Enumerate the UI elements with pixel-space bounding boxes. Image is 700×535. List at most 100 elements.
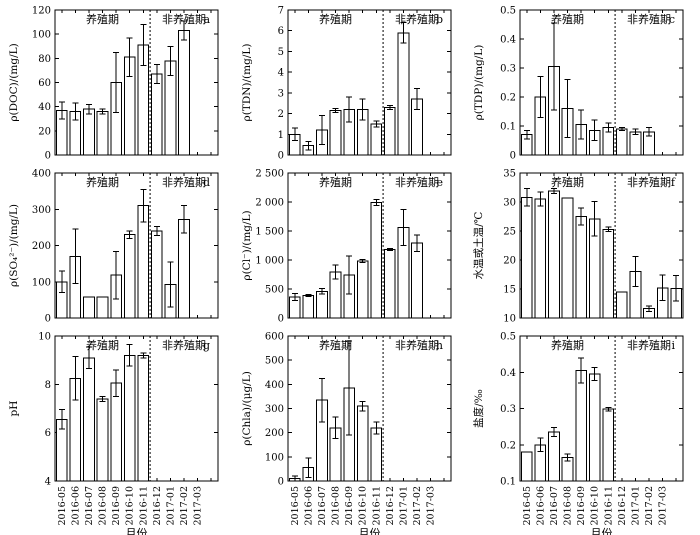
y-tick-label: 25 xyxy=(503,227,516,238)
x-tick-label: 2016-08 xyxy=(563,486,574,525)
bar xyxy=(329,109,342,156)
panel-letter: f xyxy=(671,176,676,189)
y-tick-label: 100 xyxy=(265,452,284,463)
y-tick-label: 6 xyxy=(278,26,284,37)
x-tick-label: 2016-07 xyxy=(317,486,328,525)
y-tick-label: 4 xyxy=(278,68,284,79)
x-tick-label: 2016-06 xyxy=(303,486,314,525)
bar xyxy=(602,408,615,482)
bar xyxy=(602,228,615,319)
bar xyxy=(137,205,150,319)
panel-letter: g xyxy=(203,339,210,352)
bar xyxy=(629,131,642,156)
x-tick-label: 2017-01 xyxy=(398,486,409,525)
bar xyxy=(520,451,533,482)
bar xyxy=(302,294,315,319)
y-tick-label: 0.3 xyxy=(500,64,516,75)
y-tick-label: 2 500 xyxy=(255,169,284,180)
bar xyxy=(534,198,547,319)
y-tick-label: 3 xyxy=(278,88,284,99)
x-tick-label: 2017-02 xyxy=(644,486,655,525)
x-tick-label: 2016-10 xyxy=(590,486,601,525)
bar xyxy=(575,369,587,482)
x-tick-label: 2016-05 xyxy=(290,486,301,525)
x-tick-label: 2016-10 xyxy=(125,486,136,525)
bar xyxy=(411,242,423,319)
bar xyxy=(370,202,383,319)
bar xyxy=(137,354,150,482)
y-tick-label: 300 xyxy=(32,205,51,216)
bar xyxy=(356,260,369,319)
x-tick-label: 2016-09 xyxy=(344,486,355,525)
bar xyxy=(96,398,109,482)
bar xyxy=(616,128,628,156)
y-tick-label: 0 xyxy=(278,314,284,325)
region-label-culture: 养殖期 xyxy=(551,338,584,352)
y-tick-label: 0.5 xyxy=(500,332,516,343)
panel-letter: i xyxy=(671,339,675,352)
panel-letter: h xyxy=(436,339,443,352)
y-tick-label: 60 xyxy=(38,78,51,89)
panel-f: 10 15 20 25 30 35 水温或土温/℃ 养殖期 非养殖期 f xyxy=(472,169,684,325)
region-label-culture: 养殖期 xyxy=(86,338,119,352)
x-tick-label: 2016-09 xyxy=(576,486,587,525)
bar xyxy=(384,106,396,156)
y-tick-label: 7 xyxy=(278,6,284,17)
bar xyxy=(178,30,190,156)
y-axis-label: ρ(TDN)/(mg/L) xyxy=(241,44,253,122)
region-label-culture: 养殖期 xyxy=(319,12,352,26)
x-tick-label: 2016-07 xyxy=(84,486,95,525)
x-tick-label: 2017-01 xyxy=(630,486,641,525)
y-axis-label: 盐度/‰ xyxy=(472,389,485,428)
y-tick-label: 0.2 xyxy=(500,93,516,104)
x-tick-label: 2017-03 xyxy=(658,486,669,525)
x-tick-label: 2016-08 xyxy=(98,486,109,525)
bar xyxy=(356,405,369,482)
panel-letter: c xyxy=(669,13,675,26)
y-tick-label: 30 xyxy=(503,198,516,209)
bar xyxy=(616,291,628,319)
panel-h: 0 100 200 300 400 500 600 ρ(Chla)/(μg/L) 养殖期 非养殖期… xyxy=(241,332,452,535)
y-tick-label: 500 xyxy=(265,285,284,296)
region-label-nonculture: 非养殖期 xyxy=(395,338,439,352)
bar xyxy=(151,73,163,156)
x-tick-label: 2016-11 xyxy=(603,486,614,525)
x-axis-label: 月份 xyxy=(126,527,148,535)
y-tick-label: 120 xyxy=(32,6,51,17)
y-axis-label: ρ(DOC)/(mg/L) xyxy=(8,43,20,121)
x-tick-label: 2016-07 xyxy=(549,486,560,525)
region-label-nonculture: 非养殖期 xyxy=(627,175,671,189)
y-tick-label: 4 xyxy=(45,477,51,488)
y-tick-label: 10 xyxy=(38,332,51,343)
y-tick-label: 400 xyxy=(32,169,51,180)
x-tick-label: 2017-02 xyxy=(179,486,190,525)
bar xyxy=(83,296,95,319)
bar xyxy=(520,196,533,319)
y-tick-label: 0.4 xyxy=(500,35,516,46)
x-tick-label: 2016-06 xyxy=(70,486,81,525)
panel-letter: b xyxy=(436,13,443,26)
x-tick-label: 2016-05 xyxy=(57,486,68,525)
y-tick-label: 1 500 xyxy=(255,227,284,238)
x-axis-label: 月份 xyxy=(359,527,381,535)
x-tick-label: 2016-09 xyxy=(111,486,122,525)
y-tick-label: 200 xyxy=(32,241,51,252)
panel-letter: d xyxy=(203,176,210,189)
x-tick-label: 2016-10 xyxy=(358,486,369,525)
region-label-nonculture: 非养殖期 xyxy=(395,12,439,26)
x-tick-label: 2016-12 xyxy=(385,486,396,525)
y-tick-label: 35 xyxy=(503,169,516,180)
y-tick-label: 500 xyxy=(265,356,284,367)
plot-frame xyxy=(287,172,452,319)
y-tick-label: 0.2 xyxy=(500,440,516,451)
x-tick-label: 2017-01 xyxy=(165,486,176,525)
y-tick-label: 5 xyxy=(278,47,284,58)
panel-letter: e xyxy=(436,176,443,189)
bar xyxy=(96,111,109,156)
y-tick-label: 1 000 xyxy=(255,256,284,267)
y-tick-label: 80 xyxy=(38,54,51,65)
region-label-culture: 养殖期 xyxy=(86,175,119,189)
